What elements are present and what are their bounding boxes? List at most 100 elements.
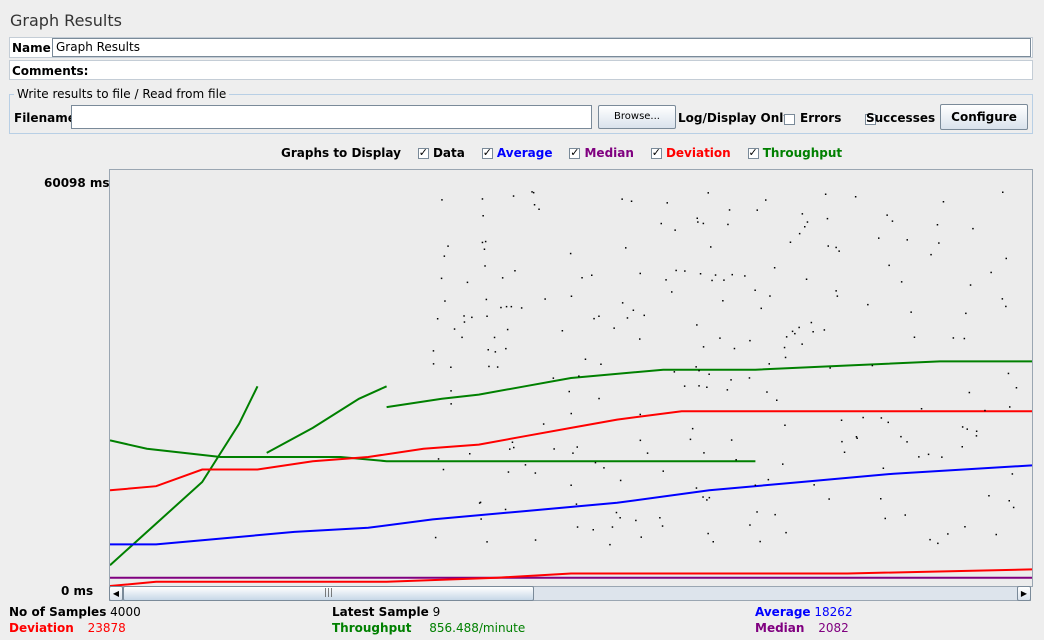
data-point (661, 525, 664, 527)
errors-label: Errors (800, 111, 842, 125)
data-point (941, 456, 943, 458)
data-point (512, 195, 515, 197)
data-point (639, 338, 641, 340)
graphs-to-display-bar: Graphs to Display Data Average Median De… (281, 146, 855, 160)
browse-button[interactable]: Browse... (598, 105, 676, 129)
data-point (988, 495, 990, 497)
data-point (434, 536, 437, 539)
data-point (643, 314, 645, 317)
data-point (918, 456, 920, 458)
data-point (730, 379, 732, 381)
data-checkbox[interactable] (417, 146, 429, 159)
samples-value: 4000 (110, 605, 141, 619)
data-point (1011, 473, 1014, 475)
data-point (639, 272, 641, 275)
data-point (1005, 305, 1007, 308)
data-point (584, 358, 587, 360)
graph-toggle-throughput[interactable]: Throughput (747, 146, 842, 160)
configure-button[interactable]: Configure (940, 104, 1028, 130)
series-line-average (110, 464, 1032, 546)
graph-toggle-median[interactable]: Median (569, 146, 634, 160)
data-point (544, 298, 546, 300)
data-point (906, 441, 908, 443)
y-min-label: 0 ms (61, 584, 94, 598)
data-point (835, 290, 837, 292)
data-point (480, 518, 482, 520)
data-point (731, 273, 733, 276)
data-point (798, 232, 801, 235)
graph-toggle-data[interactable]: Data (417, 146, 465, 160)
scroll-right-button[interactable]: ▶ (1017, 586, 1031, 601)
data-point (783, 346, 786, 349)
data-point (478, 502, 481, 504)
data-point (930, 253, 932, 256)
successes-checkbox[interactable] (864, 114, 876, 125)
graph-toggle-average[interactable]: Average (481, 146, 552, 160)
data-point (965, 312, 967, 315)
data-point (723, 279, 725, 281)
data-point (759, 540, 761, 543)
data-point (592, 529, 594, 531)
data-point (785, 336, 788, 338)
data-point (432, 363, 435, 365)
data-point (639, 413, 641, 416)
data-point (920, 408, 923, 410)
data-point (483, 248, 486, 250)
data-point (1001, 298, 1004, 300)
data-point (827, 245, 829, 247)
throughput-checkbox[interactable] (747, 146, 759, 159)
data-point (728, 209, 731, 211)
data-point (748, 377, 751, 379)
data-point (695, 487, 698, 489)
graph-toggle-deviation[interactable]: Deviation (650, 146, 731, 160)
data-point (906, 239, 908, 241)
data-point (511, 441, 514, 443)
name-field[interactable]: Graph Results (52, 38, 1031, 57)
data-point (534, 472, 537, 474)
data-point (782, 463, 784, 465)
data-point (482, 215, 484, 217)
data-point (488, 365, 490, 368)
data-point (463, 321, 466, 323)
data-point (710, 246, 712, 248)
average-checkbox[interactable] (481, 146, 493, 159)
data-point (714, 274, 717, 276)
data-point (581, 277, 583, 279)
data-point (707, 192, 709, 194)
data-point (826, 217, 829, 220)
median-checkbox[interactable] (569, 146, 581, 159)
deviation-checkbox[interactable] (650, 146, 662, 159)
data-point (855, 436, 858, 438)
data-point (659, 517, 661, 519)
data-point (552, 377, 555, 379)
data-point (568, 390, 570, 393)
data-point (812, 331, 814, 333)
y-max-label: 60098 ms (44, 176, 110, 190)
data-point (727, 223, 729, 226)
data-point (824, 193, 827, 195)
filename-input[interactable] (71, 105, 592, 129)
data-point (575, 503, 578, 505)
comments-field[interactable] (80, 62, 1030, 78)
median-toggle-label: Median (584, 146, 634, 160)
data-point (975, 430, 978, 432)
data-point (684, 270, 686, 272)
data-point (891, 220, 894, 222)
data-point (532, 191, 535, 194)
data-point (695, 366, 697, 368)
data-point (744, 275, 746, 277)
graph-results-chart (109, 169, 1033, 587)
data-toggle-label: Data (432, 146, 465, 160)
throughput-label: Throughput (332, 621, 412, 635)
scroll-left-button[interactable]: ◀ (109, 586, 123, 601)
data-point (712, 541, 714, 543)
data-point (867, 303, 869, 306)
data-point (927, 453, 930, 456)
data-point (884, 517, 886, 520)
scroll-thumb[interactable]: ||| (123, 586, 534, 601)
data-point (785, 531, 787, 534)
series-line-throughput-d (386, 360, 1032, 409)
data-point (437, 458, 440, 460)
errors-checkbox[interactable] (784, 114, 795, 125)
data-point (675, 269, 677, 272)
